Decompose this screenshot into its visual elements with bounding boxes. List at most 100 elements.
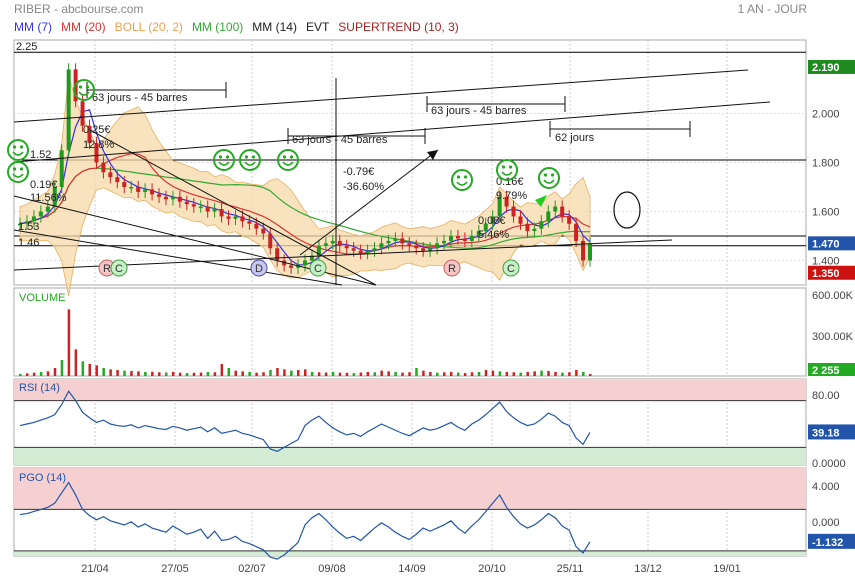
volume-bar bbox=[429, 372, 432, 376]
volume-bar bbox=[352, 373, 356, 376]
x-tick-label: 19/01 bbox=[713, 563, 741, 575]
volume-bar bbox=[331, 372, 335, 376]
indicator-2[interactable]: BOLL (20, 2) bbox=[114, 20, 183, 34]
volume-bar bbox=[568, 372, 571, 376]
signal-marker-label: R bbox=[103, 263, 111, 275]
candle-body bbox=[351, 248, 356, 251]
candle-body bbox=[108, 172, 113, 178]
rsi-line bbox=[19, 390, 591, 452]
trend-line bbox=[13, 229, 343, 286]
candle-body bbox=[372, 248, 377, 251]
indicator-1[interactable]: MM (20) bbox=[61, 20, 106, 34]
annotation-label: 1.53 bbox=[18, 221, 39, 233]
smiley-eye bbox=[251, 155, 256, 159]
volume-bar bbox=[109, 369, 112, 376]
candle-body bbox=[567, 216, 572, 224]
volume-bar bbox=[582, 372, 585, 376]
smiley-eye bbox=[78, 85, 83, 89]
candle-body bbox=[483, 223, 488, 232]
smiley-icon bbox=[239, 149, 261, 171]
candle-body bbox=[275, 248, 280, 261]
x-tick-label: 27/05 bbox=[161, 563, 189, 575]
pgo-tag bbox=[808, 533, 855, 549]
volume-bar bbox=[436, 372, 439, 376]
candle-body bbox=[560, 206, 565, 217]
candle-body bbox=[588, 243, 592, 261]
volume-bar bbox=[290, 370, 293, 376]
volume-bar bbox=[449, 372, 453, 376]
annotation-label: 62 jours bbox=[555, 132, 595, 144]
candle-body bbox=[52, 187, 57, 207]
candle-body bbox=[247, 221, 252, 224]
signal-marker bbox=[110, 259, 128, 277]
indicator-5[interactable]: EVT bbox=[305, 20, 330, 34]
volume-bar bbox=[589, 374, 592, 376]
pgo-line bbox=[19, 481, 591, 560]
annotation-label: 0.19€ bbox=[30, 179, 58, 191]
candle-body bbox=[539, 221, 544, 229]
candle-body bbox=[553, 206, 558, 212]
candle-body bbox=[31, 216, 36, 222]
candle-body bbox=[289, 265, 294, 268]
candle-body bbox=[379, 243, 384, 249]
price-tag bbox=[808, 265, 855, 280]
volume-bar bbox=[95, 365, 98, 376]
trend-line bbox=[299, 149, 439, 256]
price-tag bbox=[808, 236, 855, 251]
smiley-icon bbox=[213, 149, 235, 171]
candle-body bbox=[435, 243, 440, 249]
volume-bar bbox=[526, 372, 529, 376]
volume-bar bbox=[519, 372, 522, 376]
candle-body bbox=[115, 177, 120, 183]
smiley-face bbox=[277, 149, 299, 171]
x-tick-label: 09/08 bbox=[318, 563, 346, 575]
candle-body bbox=[428, 248, 433, 251]
volume-title: VOLUME bbox=[19, 292, 65, 304]
indicator-6[interactable]: SUPERTREND (10, 3) bbox=[338, 20, 459, 34]
indicator-4[interactable]: MM (14) bbox=[252, 20, 297, 34]
green-arrow bbox=[535, 195, 547, 207]
volume-tick-label: 300.00K bbox=[812, 331, 854, 343]
candle-body bbox=[525, 223, 530, 232]
annotation-label: 63 jours - 45 barres bbox=[92, 92, 188, 104]
candle-body bbox=[205, 206, 210, 212]
signal-marker-label: R bbox=[448, 263, 456, 275]
volume-bar bbox=[19, 374, 22, 376]
trend-arrow bbox=[427, 150, 438, 160]
smiley-eye bbox=[501, 165, 506, 169]
annotation-label: 11.56% bbox=[30, 192, 67, 204]
candle-body bbox=[574, 223, 579, 241]
indicator-3[interactable]: MM (100) bbox=[191, 20, 244, 34]
smiley-face bbox=[213, 149, 235, 171]
candle-body bbox=[421, 248, 426, 251]
pgo-lower-zone bbox=[14, 550, 806, 556]
price-tag-label: 2.190 bbox=[812, 62, 840, 74]
candle-body bbox=[330, 240, 335, 244]
period-label[interactable]: 1 AN - JOUR bbox=[737, 2, 807, 16]
candle-body bbox=[303, 260, 307, 266]
chart-title: RIBER - abcbourse.com bbox=[14, 2, 144, 16]
candle-body bbox=[261, 228, 266, 234]
annotation-label: 9.79% bbox=[496, 190, 527, 202]
volume-bar bbox=[540, 370, 543, 376]
price-tag-label: 1.350 bbox=[812, 268, 840, 280]
pgo-upper-zone bbox=[14, 468, 806, 510]
smiley-mouth bbox=[501, 171, 513, 176]
pgo-tag-label: -1.132 bbox=[812, 537, 843, 549]
candle-body bbox=[490, 216, 495, 224]
annotation-label: 63 jours - 45 barres bbox=[292, 134, 388, 146]
pgo-tick-label: 4.000 bbox=[812, 481, 840, 493]
candle-body bbox=[532, 228, 537, 232]
volume-bar bbox=[408, 372, 411, 376]
smiley-face bbox=[7, 161, 29, 183]
rsi-title: RSI (14) bbox=[19, 382, 60, 394]
smiley-eye bbox=[508, 165, 513, 169]
candle-body bbox=[66, 69, 71, 151]
smiley-mouth bbox=[244, 161, 256, 166]
volume-bar bbox=[401, 372, 404, 376]
volume-bar bbox=[310, 372, 314, 376]
volume-bar bbox=[477, 372, 481, 376]
volume-bar bbox=[470, 372, 474, 376]
volume-bar bbox=[206, 372, 210, 376]
indicator-0[interactable]: MM (7) bbox=[14, 20, 52, 34]
